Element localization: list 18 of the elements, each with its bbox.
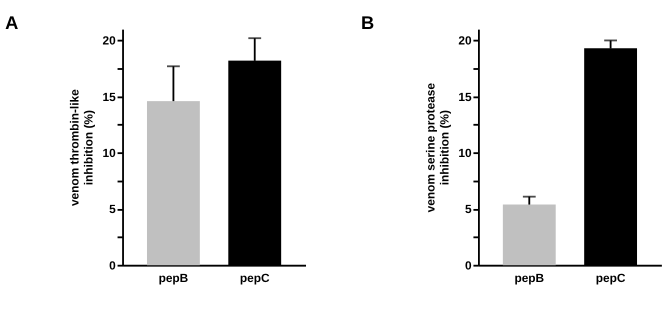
y-axis-title: venom thrombin-like inhibition (%) (68, 88, 96, 206)
y-tick-label: 10 (102, 146, 116, 160)
y-tick-label: 0 (464, 258, 472, 272)
x-tick-label: pepB (514, 271, 545, 286)
y-tick-label: 20 (102, 34, 116, 48)
y-tick-label: 5 (109, 202, 116, 216)
y-axis-title: venom serine protease inhibition (%) (424, 82, 452, 212)
x-tick-label: pepB (158, 271, 189, 286)
chart-title: B (360, 12, 374, 34)
y-tick-label: 15 (102, 90, 116, 104)
y-tick-label: 20 (458, 34, 472, 48)
y-tick-label: 10 (458, 146, 472, 160)
x-tick-label: pepC (240, 271, 270, 286)
y-tick-label: 5 (464, 202, 472, 216)
x-tick-label: pepC (596, 271, 626, 286)
y-tick-label: 15 (458, 90, 472, 104)
chart-title: A (5, 12, 18, 34)
y-tick-label: 0 (109, 258, 116, 272)
